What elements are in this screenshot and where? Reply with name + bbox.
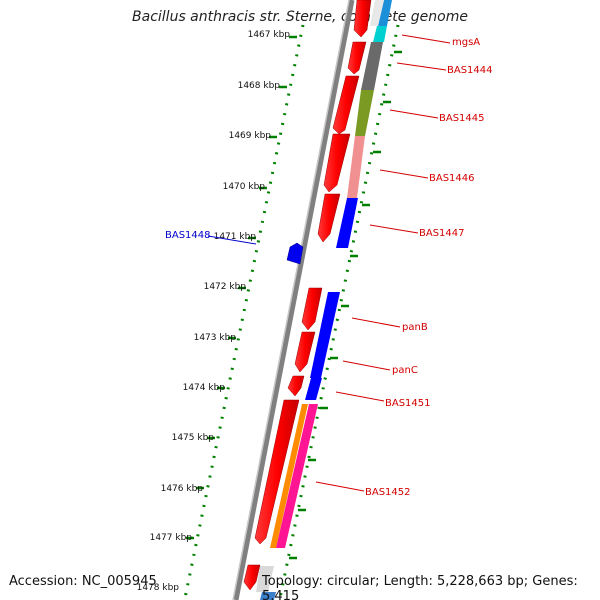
gene-label-BAS1445[interactable]: BAS1445 bbox=[439, 113, 485, 124]
gene-label-BAS1448[interactable]: BAS1448 bbox=[165, 230, 211, 241]
ruler-label: 1473 kbp bbox=[194, 333, 237, 343]
ruler-ticks bbox=[186, 35, 297, 540]
ruler-label: 1474 kbp bbox=[183, 383, 226, 393]
inner-ring-ticks bbox=[289, 50, 402, 560]
gene-arrows bbox=[243, 0, 372, 591]
gene-arrow-panB[interactable] bbox=[301, 287, 323, 331]
gene-label-BAS1444[interactable]: BAS1444 bbox=[447, 65, 493, 76]
gene-label-panB[interactable]: panB bbox=[402, 322, 428, 333]
ruler-label: 1469 kbp bbox=[229, 131, 272, 141]
gene-arrow[interactable] bbox=[243, 564, 261, 591]
gene-arrow-mgsA[interactable] bbox=[353, 0, 372, 38]
cog-bar bbox=[355, 90, 374, 136]
gene-label-BAS1451[interactable]: BAS1451 bbox=[385, 398, 431, 409]
gene-label-panC[interactable]: panC bbox=[392, 365, 418, 376]
cog-bar bbox=[361, 42, 383, 90]
gene-arrow-BAS1447[interactable] bbox=[317, 193, 341, 243]
gene-arrow-BAS1451[interactable] bbox=[287, 375, 305, 397]
gene-arrow-BAS1446[interactable] bbox=[323, 133, 351, 193]
cog-bar bbox=[378, 0, 392, 26]
gene-labels: mgsA BAS1444 BAS1445 BAS1446 BAS1447 BAS… bbox=[165, 37, 493, 498]
gene-arrow-BAS1452[interactable] bbox=[254, 399, 300, 545]
genome-summary-text: Topology: circular; Length: 5,228,663 bp… bbox=[262, 574, 578, 600]
gene-label-mgsA[interactable]: mgsA bbox=[452, 37, 480, 48]
gene-arrow-BAS1448[interactable] bbox=[286, 242, 304, 265]
ruler-label: 1470 kbp bbox=[223, 182, 266, 192]
ruler-labels: 1467 kbp 1468 kbp 1469 kbp 1470 kbp 1471… bbox=[137, 30, 291, 593]
gene-arrow-BAS1444[interactable] bbox=[347, 41, 367, 75]
ruler-label: 1471 kbp bbox=[214, 232, 257, 242]
gene-arrow-panC[interactable] bbox=[294, 331, 316, 373]
cog-bar bbox=[373, 26, 387, 42]
cog-bar bbox=[276, 404, 318, 548]
ruler-label: 1472 kbp bbox=[204, 282, 247, 292]
cog-bar bbox=[305, 378, 322, 400]
gene-label-BAS1447[interactable]: BAS1447 bbox=[419, 228, 465, 239]
genome-backbone bbox=[233, 0, 355, 600]
ruler-label: 1467 kbp bbox=[248, 30, 291, 40]
ruler-label: 1478 kbp bbox=[137, 583, 180, 593]
accession-text: Accession: NC_005945 bbox=[9, 574, 157, 589]
cog-color-bars bbox=[256, 0, 392, 600]
cog-bar bbox=[270, 404, 308, 548]
gene-label-BAS1452[interactable]: BAS1452 bbox=[365, 487, 411, 498]
ruler-label: 1468 kbp bbox=[238, 81, 281, 91]
gene-label-BAS1446[interactable]: BAS1446 bbox=[429, 173, 475, 184]
ruler-label: 1475 kbp bbox=[172, 433, 215, 443]
ruler-label: 1477 kbp bbox=[150, 533, 193, 543]
cog-bar bbox=[336, 198, 358, 248]
gene-arrow-BAS1445[interactable] bbox=[332, 75, 360, 135]
ruler-label: 1476 kbp bbox=[161, 484, 204, 494]
cog-bar bbox=[347, 136, 365, 198]
label-leaders bbox=[207, 34, 451, 492]
cog-bar bbox=[256, 566, 274, 592]
cog-bar bbox=[310, 292, 340, 378]
